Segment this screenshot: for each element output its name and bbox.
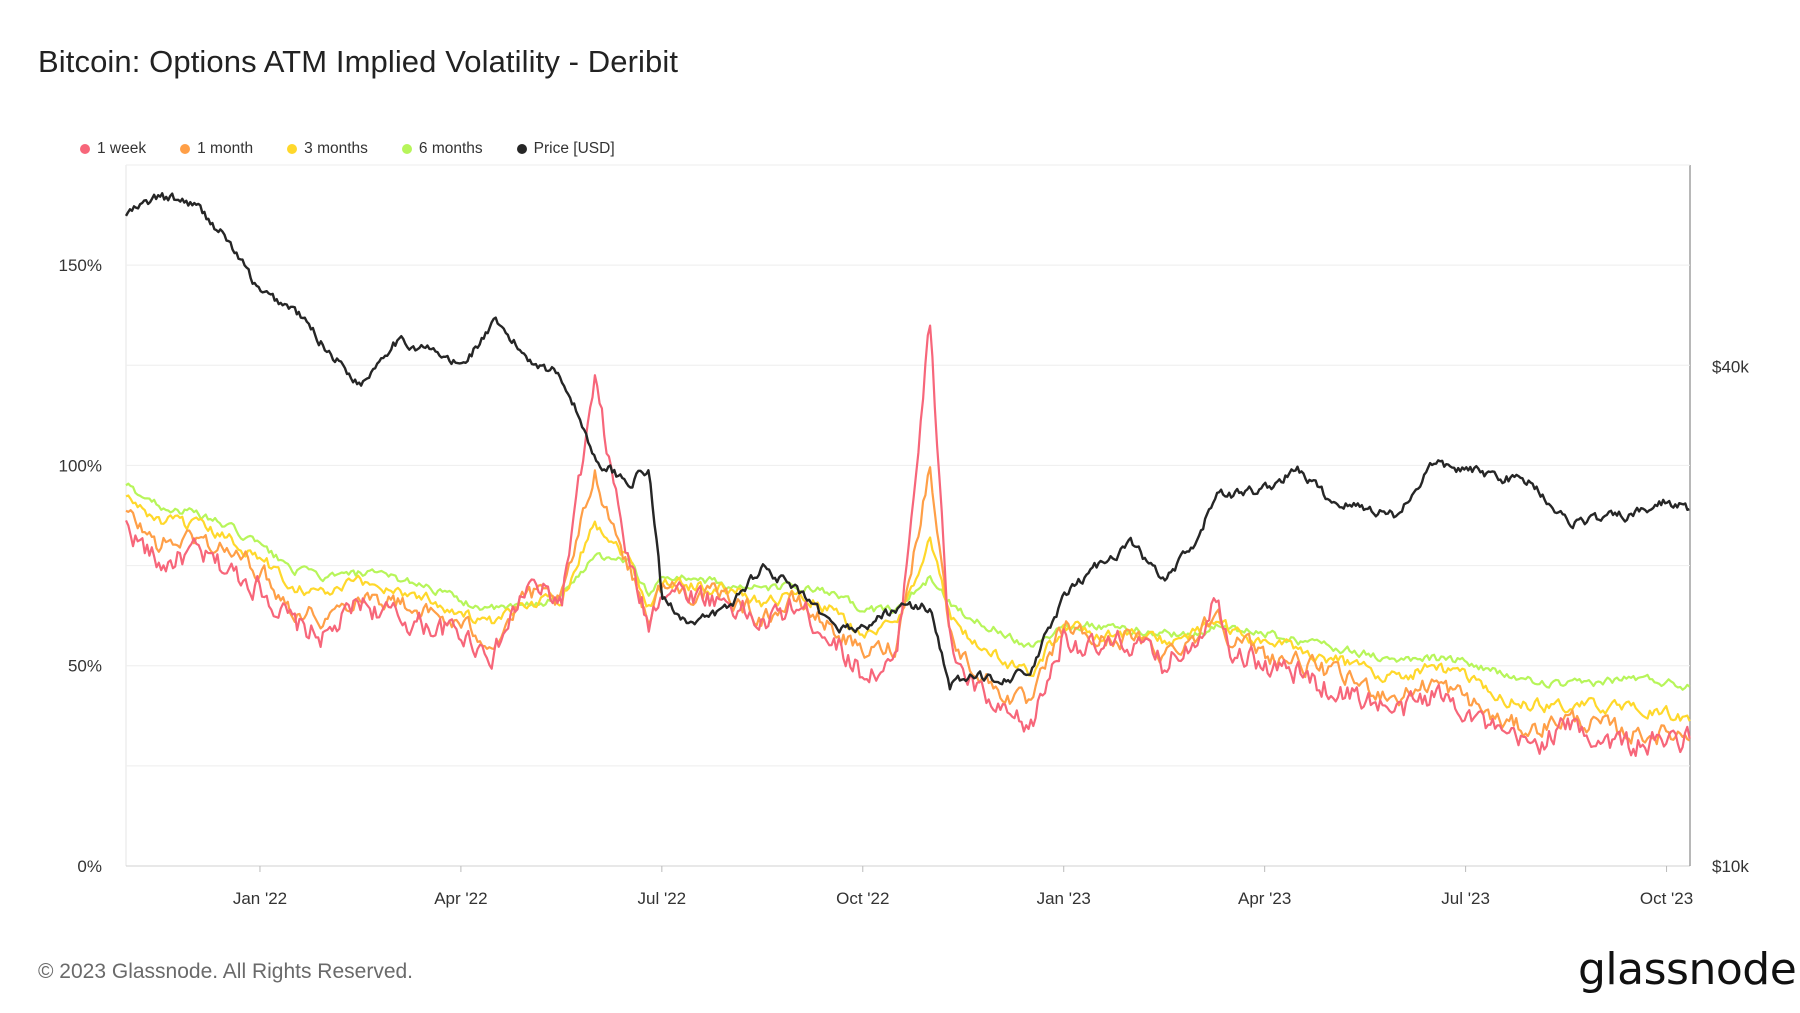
x-tick-label: Oct '23	[1640, 889, 1693, 908]
grid-lines	[126, 165, 1690, 866]
series-line-1-week	[126, 326, 1690, 756]
x-tick-label: Jan '23	[1037, 889, 1091, 908]
y-left-tick-label: 150%	[59, 256, 102, 275]
series-layer	[126, 193, 1690, 756]
y-left-tick-label: 100%	[59, 456, 102, 475]
x-tick-label: Jul '22	[638, 889, 687, 908]
y-left-tick-label: 50%	[68, 657, 102, 676]
x-tick-label: Oct '22	[836, 889, 889, 908]
x-tick-label: Jul '23	[1441, 889, 1490, 908]
x-tick-label: Jan '22	[233, 889, 287, 908]
x-tick-label: Apr '23	[1238, 889, 1291, 908]
y-right-tick-label: $40k	[1712, 358, 1749, 377]
series-line-price	[126, 193, 1689, 689]
glassnode-logo: glassnode	[1578, 944, 1796, 995]
chart-canvas: 0% 50% 100% 150% $10k $40k Jan '22 Apr '22 Jul '…	[0, 0, 1800, 940]
copyright-footer: © 2023 Glassnode. All Rights Reserved.	[38, 960, 413, 984]
y-left-tick-label: 0%	[77, 857, 102, 876]
y-right-tick-label: $10k	[1712, 857, 1749, 876]
x-tick-label: Apr '22	[434, 889, 487, 908]
